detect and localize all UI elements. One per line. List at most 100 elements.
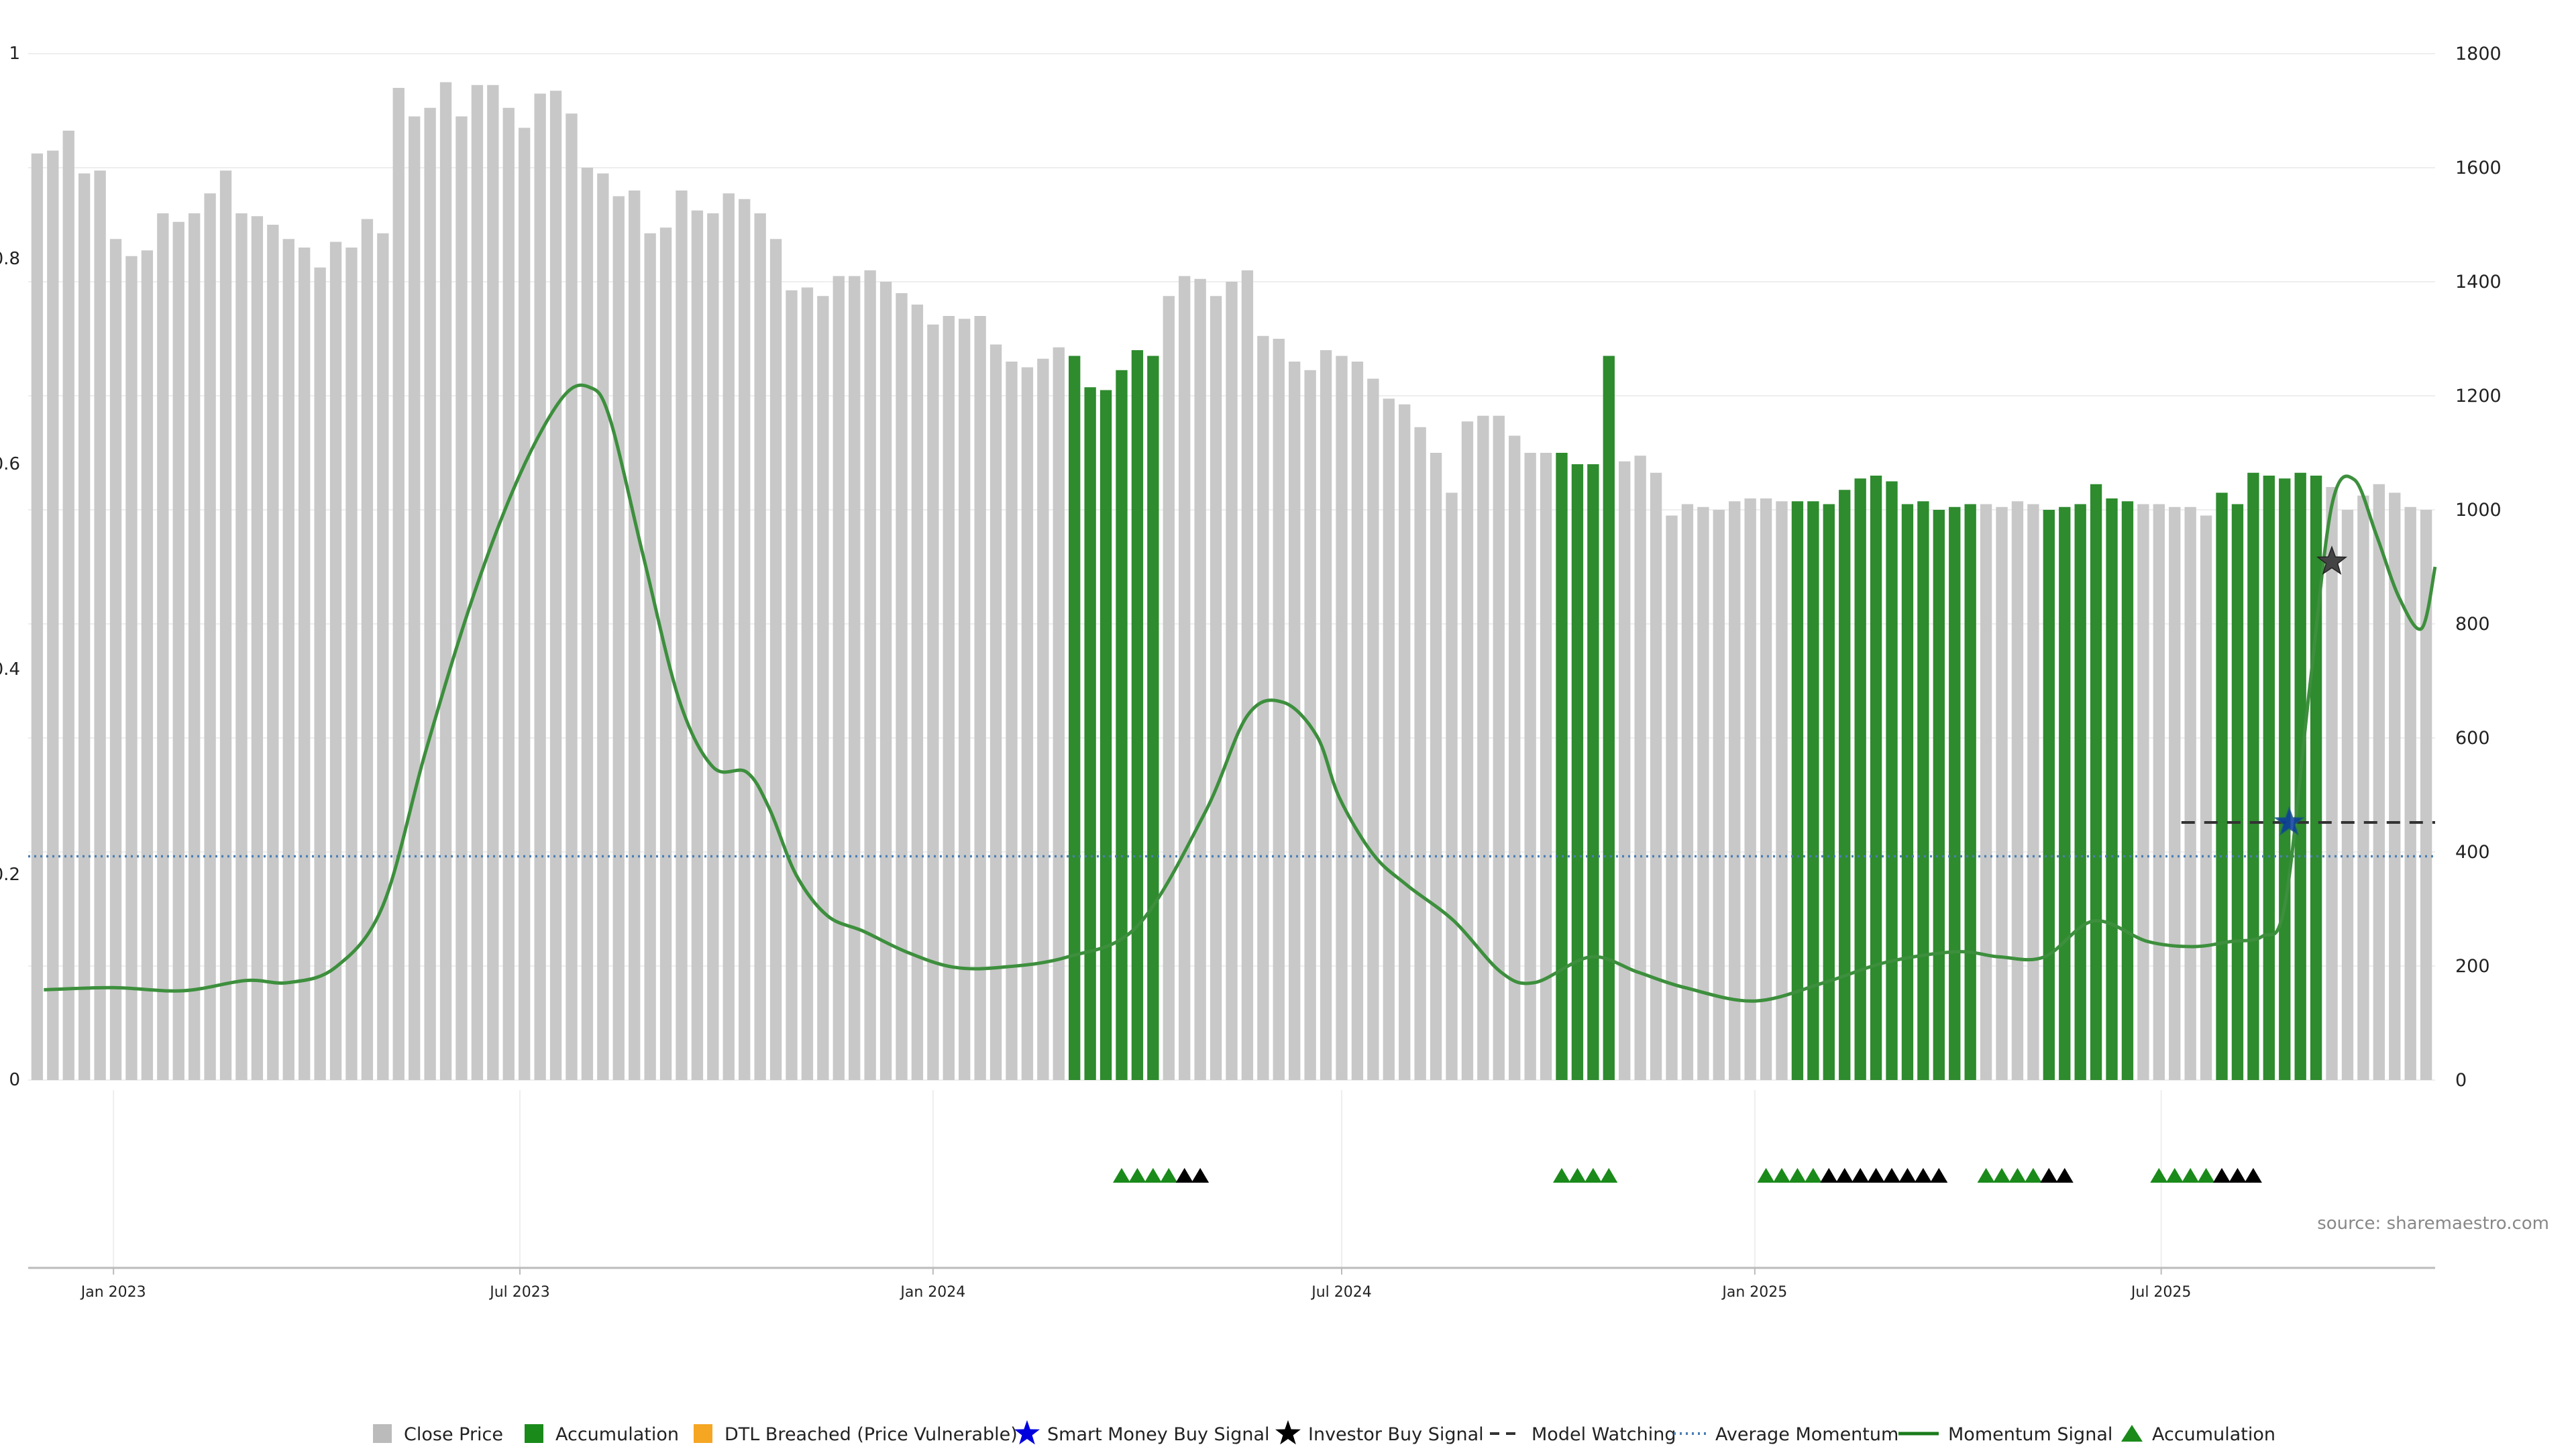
close-price-bar — [2404, 506, 2416, 1080]
legend-item: Average Momentum — [1674, 1424, 1898, 1445]
legend-item: Accumulation — [2121, 1424, 2275, 1445]
right-axis-tick-label: 600 — [2455, 728, 2490, 749]
close-price-bar — [911, 305, 924, 1080]
close-price-bar — [1493, 415, 1505, 1080]
close-price-bar — [299, 248, 311, 1080]
close-price-bar — [1744, 498, 1756, 1080]
accumulation-bar — [1556, 453, 1568, 1080]
close-price-bar — [519, 127, 531, 1080]
close-price-bar — [2137, 504, 2149, 1080]
close-price-bar — [754, 213, 766, 1080]
x-axis-tick-label: Jan 2025 — [1721, 1284, 1787, 1301]
close-price-bar — [974, 316, 986, 1080]
accumulation-bar — [2090, 484, 2102, 1080]
accumulation-bar — [2231, 504, 2244, 1080]
close-price-bar — [1163, 296, 1175, 1080]
close-price-bar — [94, 170, 106, 1080]
accumulation-triangle-green — [2008, 1168, 2027, 1183]
legend-marker-square — [373, 1424, 392, 1443]
legend-marker-square — [694, 1424, 712, 1443]
accumulation-triangles — [1112, 1168, 2262, 1183]
close-price-bar — [1760, 498, 1772, 1080]
close-price-bar — [1210, 296, 1222, 1080]
close-price-bar — [1776, 501, 1788, 1080]
close-price-bar — [251, 216, 264, 1080]
accumulation-bar — [1807, 501, 1819, 1080]
close-price-bar — [78, 173, 91, 1080]
accumulation-triangle-black — [1175, 1168, 1193, 1183]
close-price-bar — [1179, 276, 1191, 1080]
close-price-bar — [109, 239, 122, 1080]
accumulation-triangle-green — [2197, 1168, 2215, 1183]
close-price-bar — [1540, 453, 1552, 1080]
accumulation-triangle-green — [2150, 1168, 2168, 1183]
close-price-bar — [1524, 453, 1536, 1080]
close-price-bar — [1037, 358, 1049, 1080]
close-price-bar — [612, 196, 625, 1080]
legend-label: Investor Buy Signal — [1308, 1424, 1484, 1445]
close-price-bar — [1383, 398, 1395, 1080]
close-price-bar — [534, 93, 546, 1080]
close-price-bar — [739, 199, 751, 1080]
close-price-bar — [1461, 421, 1474, 1080]
accumulation-bar — [2279, 478, 2291, 1080]
accumulation-triangle-black — [2055, 1168, 2074, 1183]
accumulation-triangle-green — [1993, 1168, 2011, 1183]
close-price-bar — [424, 107, 436, 1080]
close-price-bar — [629, 191, 641, 1080]
close-price-bar — [1650, 472, 1662, 1080]
close-price-bar — [1477, 415, 1489, 1080]
close-price-bar — [204, 193, 216, 1080]
right-axis-tick-label: 1800 — [2455, 44, 2502, 64]
momentum-signal-line — [44, 383, 2437, 1003]
left-axis-tick-label: 0.6 — [0, 454, 20, 474]
close-price-bar — [2373, 484, 2385, 1080]
legend-label: DTL Breached (Price Vulnerable) — [724, 1424, 1018, 1445]
legend-item: Close Price — [373, 1424, 503, 1445]
close-price-bar — [644, 233, 656, 1080]
close-price-bar — [2200, 515, 2212, 1080]
close-price-bar — [314, 267, 326, 1080]
accumulation-bar — [1069, 356, 1081, 1080]
accumulation-triangle-black — [2229, 1168, 2247, 1183]
close-price-bar — [62, 130, 74, 1080]
legend-marker-star — [1014, 1420, 1040, 1445]
close-price-bar — [1713, 510, 1725, 1080]
close-price-bar — [581, 168, 594, 1080]
legend-label: Average Momentum — [1715, 1424, 1898, 1445]
x-axis-tick-label: Jan 2024 — [899, 1284, 965, 1301]
close-price-bar — [1194, 278, 1206, 1080]
accumulation-triangle-green — [1977, 1168, 1995, 1183]
legend-label: Momentum Signal — [1948, 1424, 2112, 1445]
x-axis-tick-label: Jan 2023 — [80, 1284, 146, 1301]
left-axis-tick-label: 0.4 — [0, 659, 20, 680]
close-price-bar — [2153, 504, 2165, 1080]
accumulation-bar — [1571, 464, 1584, 1080]
close-price-bar — [345, 248, 358, 1080]
legend-item: Accumulation — [525, 1424, 679, 1445]
close-price-bar — [1257, 335, 1269, 1080]
close-price-bar — [597, 173, 609, 1080]
accumulation-triangle-black — [2213, 1168, 2231, 1183]
close-price-bar — [879, 282, 892, 1080]
close-price-bar — [849, 276, 861, 1080]
accumulation-triangle-green — [1773, 1168, 1791, 1183]
legend-item: Smart Money Buy Signal — [1014, 1420, 1270, 1445]
legend-label: Model Watching — [1532, 1424, 1676, 1445]
close-price-bar — [691, 210, 704, 1080]
source-label: source: sharemaestro.com — [2317, 1214, 2549, 1234]
accumulation-bar — [1131, 350, 1144, 1080]
close-price-bar — [1273, 339, 1285, 1080]
accumulation-triangle-black — [1820, 1168, 1838, 1183]
close-price-bar — [189, 213, 201, 1080]
close-price-bar — [549, 91, 562, 1080]
accumulation-triangle-black — [1191, 1168, 1210, 1183]
close-price-bar — [1446, 492, 1458, 1080]
x-axis-tick-label: Jul 2023 — [488, 1284, 550, 1301]
accumulation-triangle-black — [1930, 1168, 1948, 1183]
accumulation-triangle-black — [2040, 1168, 2058, 1183]
accumulation-bar — [2121, 501, 2134, 1080]
close-price-bar — [31, 153, 44, 1080]
accumulation-bar — [2059, 506, 2071, 1080]
close-price-bar — [377, 233, 389, 1080]
